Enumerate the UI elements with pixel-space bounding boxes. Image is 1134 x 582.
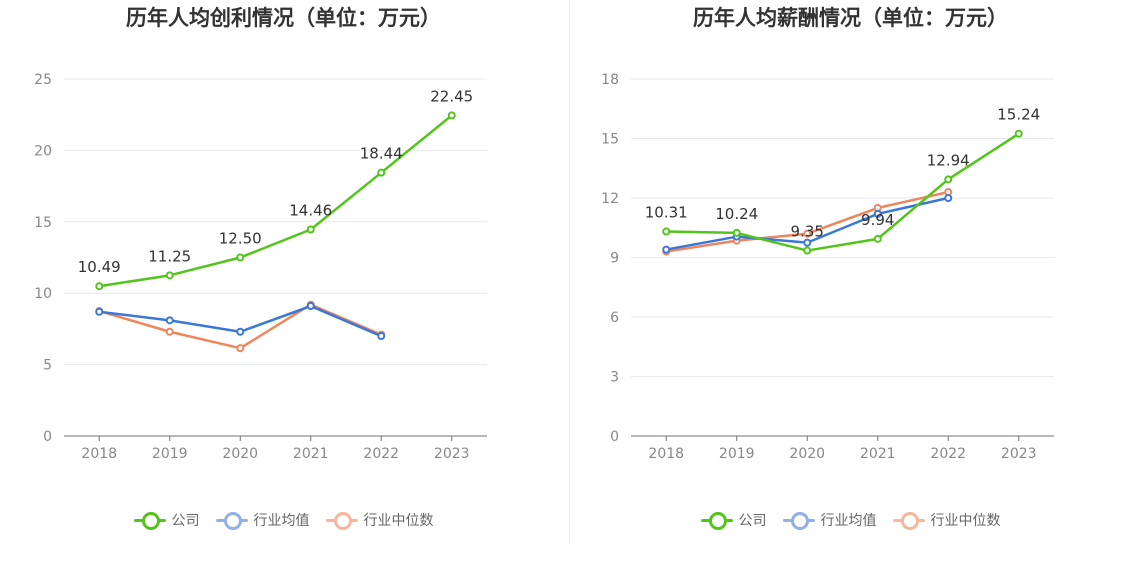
y-tick-label: 25 (34, 72, 52, 88)
data-label: 15.24 (997, 106, 1040, 124)
chart-title: 历年人均创利情况（单位：万元） (126, 6, 441, 30)
legend-label: 行业均值 (820, 513, 877, 529)
data-point (377, 332, 386, 341)
chart-title: 历年人均薪酬情况（单位：万元） (693, 6, 1008, 30)
data-label: 14.46 (289, 202, 332, 220)
legend-item-company[interactable]: 公司 (133, 510, 200, 530)
data-label: 10.49 (78, 258, 121, 276)
y-tick-label: 9 (610, 251, 619, 267)
y-tick-label: 18 (601, 72, 619, 88)
legend-item-industry-average[interactable]: 行业均值 (215, 510, 310, 530)
x-tick-label: 2022 (930, 446, 966, 462)
data-point (306, 302, 315, 311)
y-tick-label: 0 (43, 429, 52, 445)
y-tick-label: 15 (34, 215, 52, 231)
legend-item-industry-median[interactable]: 行业中位数 (325, 510, 434, 530)
series-line-0 (99, 114, 453, 288)
data-point (944, 194, 953, 202)
data-point (165, 316, 174, 325)
x-tick-label: 2023 (434, 446, 470, 462)
chart-panel-profit: 历年人均创利情况（单位：万元） 0 5 10 15 20 25 2018 2019 2020 20… (0, 6, 567, 530)
line-chart-salary: 0 3 6 9 12 15 18 2018 2019 2020 2021 2022 2023 10.31 1… (601, 72, 1054, 462)
data-label: 9.35 (791, 223, 824, 241)
legend-item-industry-average[interactable]: 行业均值 (782, 510, 877, 530)
data-point (662, 245, 671, 254)
data-point (873, 209, 882, 218)
x-tick-label: 2023 (1001, 446, 1037, 462)
y-tick-label: 20 (34, 143, 52, 159)
series-line-2 (98, 303, 382, 350)
x-tick-label: 2020 (222, 446, 258, 462)
legend-line-icon (892, 512, 925, 530)
x-tick-label: 2021 (293, 446, 329, 462)
line-chart-profit: 0 5 10 15 20 25 2018 2019 2020 2021 2022 2023 10.49 1… (34, 72, 487, 462)
x-tick-label: 2018 (648, 446, 684, 462)
data-point (803, 246, 812, 255)
data-point (1014, 129, 1023, 138)
data-label: 10.31 (645, 204, 688, 222)
data-label: 9.94 (861, 211, 894, 229)
y-tick-label: 3 (610, 370, 619, 386)
data-point (803, 238, 812, 247)
x-tick-label: 2021 (860, 446, 896, 462)
x-tick-label: 2019 (719, 446, 755, 462)
data-point (236, 327, 245, 336)
data-label: 12.94 (927, 151, 970, 169)
legend-label: 公司 (738, 513, 767, 529)
x-tick-label: 2022 (363, 446, 399, 462)
y-tick-label: 10 (34, 286, 52, 302)
chart-panel-salary: 历年人均薪酬情况（单位：万元） 0 3 6 9 12 15 18 2018 2019 2020 20… (567, 0, 1134, 582)
legend-label: 行业均值 (253, 513, 310, 529)
x-tick-label: 2018 (81, 446, 117, 462)
data-point (377, 168, 386, 177)
chart-legend: 公司 行业均值 行业中位数 (567, 510, 1134, 530)
y-tick-label: 15 (601, 132, 619, 148)
series-line-0 (666, 132, 1020, 252)
y-tick-label: 5 (43, 358, 52, 374)
legend-label: 公司 (171, 513, 200, 529)
legend-label: 行业中位数 (363, 513, 434, 529)
data-label: 11.25 (148, 247, 191, 265)
data-point (803, 229, 812, 238)
data-point (732, 228, 741, 237)
data-point (95, 307, 104, 316)
data-label: 10.24 (715, 205, 758, 223)
panel-divider (569, 0, 570, 542)
data-point (306, 225, 315, 234)
data-label: 22.45 (430, 87, 473, 105)
x-tick-label: 2020 (789, 446, 825, 462)
data-point (165, 327, 174, 336)
data-point (95, 282, 104, 291)
chart-legend: 公司 行业均值 行业中位数 (0, 510, 567, 530)
data-point (944, 175, 953, 184)
legend-line-icon (215, 512, 248, 530)
data-point (447, 111, 456, 120)
data-point (662, 227, 671, 236)
legend-line-icon (700, 512, 733, 530)
legend-line-icon (325, 512, 358, 530)
data-point (236, 344, 245, 353)
data-point (873, 234, 882, 243)
legend-item-industry-median[interactable]: 行业中位数 (892, 510, 1001, 530)
y-tick-label: 0 (610, 429, 619, 445)
data-label: 12.50 (219, 230, 262, 248)
y-tick-label: 6 (610, 310, 619, 326)
x-tick-label: 2019 (152, 446, 188, 462)
data-point (165, 271, 174, 280)
data-point (236, 253, 245, 262)
y-tick-label: 12 (601, 191, 619, 207)
legend-line-icon (133, 512, 166, 530)
legend-line-icon (782, 512, 815, 530)
data-label: 18.44 (360, 145, 403, 163)
legend-item-company[interactable]: 公司 (700, 510, 767, 530)
legend-label: 行业中位数 (930, 513, 1001, 529)
